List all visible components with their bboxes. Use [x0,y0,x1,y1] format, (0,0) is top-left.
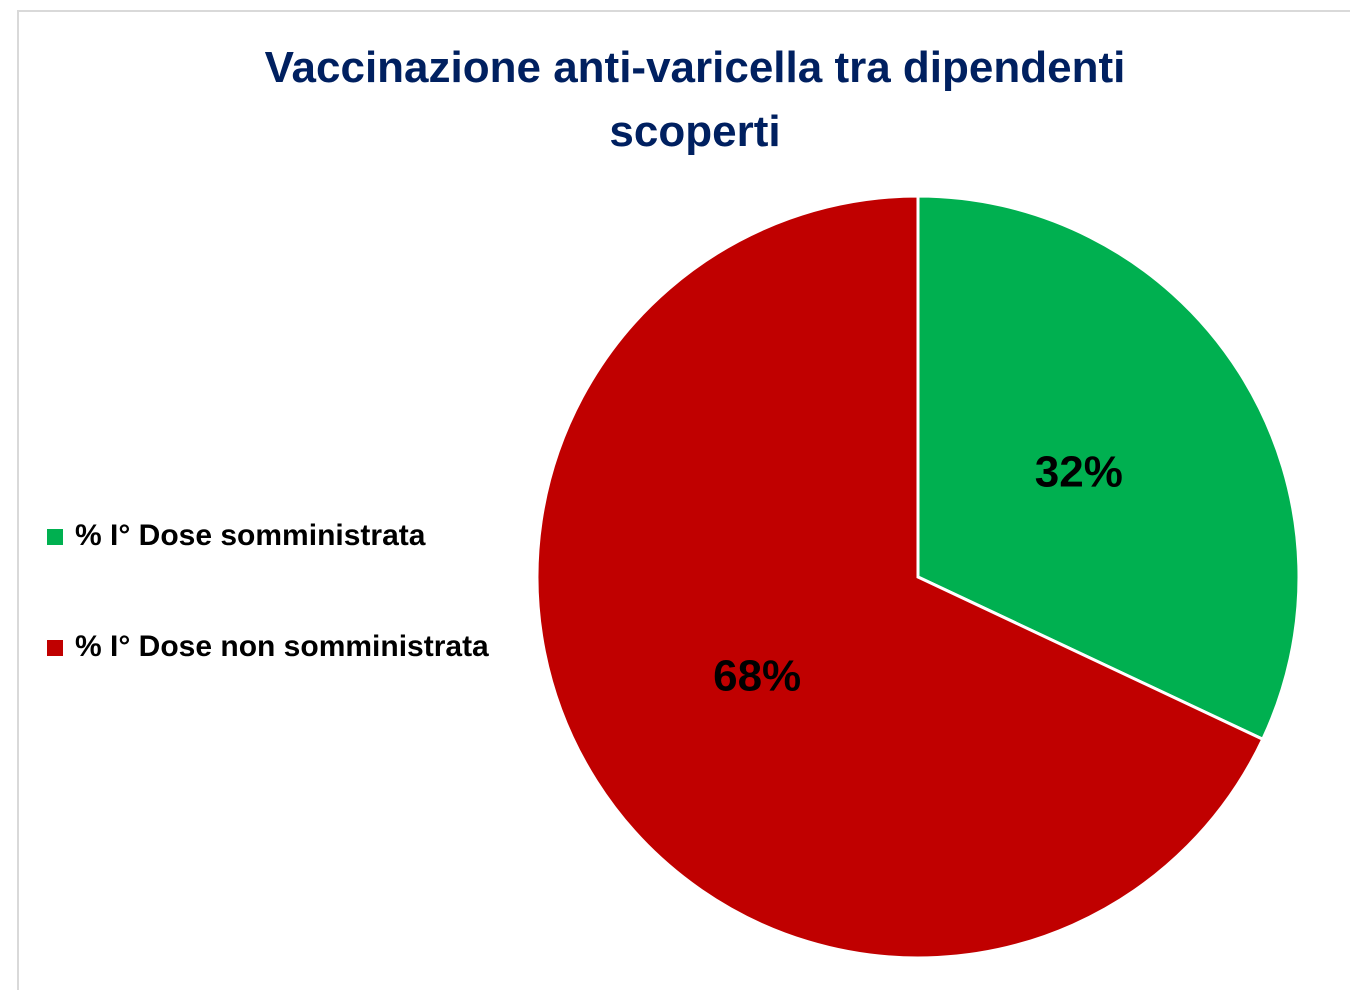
legend-swatch [47,529,63,545]
pie-slice [535,194,1265,960]
chart-border [17,10,1350,990]
legend-swatch [47,640,63,656]
legend-label: % I° Dose non somministrata [75,630,489,663]
pie-slice [916,194,1301,742]
data-label: 68% [713,652,801,701]
data-label: 32% [1035,448,1123,497]
legend-label: % I° Dose somministrata [75,519,426,552]
chart-title: Vaccinazione anti-varicella tra dipenden… [264,43,1126,156]
